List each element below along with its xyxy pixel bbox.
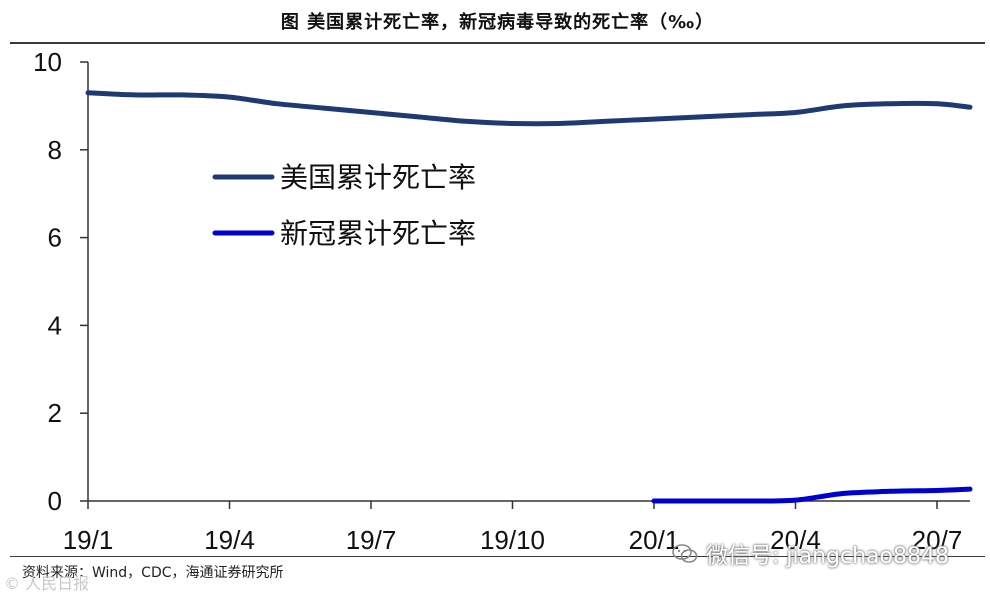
legend-label: 美国累计死亡率 xyxy=(280,161,476,194)
bottom-divider xyxy=(10,556,985,557)
y-tick-label: 8 xyxy=(48,135,62,165)
source-note: 资料来源：Wind，CDC，海通证券研究所 xyxy=(22,565,284,581)
wechat-icon xyxy=(672,544,698,563)
chart-title-bar: 图 美国累计死亡率，新冠病毒导致的死亡率（‰） xyxy=(10,0,985,44)
x-tick-label: 19/7 xyxy=(346,525,397,555)
x-tick-label: 19/1 xyxy=(63,525,114,555)
chart-axes: 0 2 4 6 8 10 19/1 19/4 19/7 19/10 20/1 20/4 20/7 xyxy=(33,47,970,555)
y-tick-label: 2 xyxy=(48,398,62,428)
x-tick-label: 20/1 xyxy=(629,525,680,555)
corner-watermark: © 人民日报 xyxy=(4,574,90,593)
x-tick-label: 19/10 xyxy=(480,525,545,555)
y-tick-label: 0 xyxy=(48,486,62,516)
y-tick-label: 4 xyxy=(48,310,62,340)
x-tick-label: 20/7 xyxy=(912,525,963,555)
x-tick-label: 19/4 xyxy=(204,525,255,555)
series-line-2 xyxy=(651,486,973,504)
chart-title: 图 美国累计死亡率，新冠病毒导致的死亡率（‰） xyxy=(280,12,715,33)
legend-label: 新冠累计死亡率 xyxy=(280,217,476,250)
x-tick-label: 20/4 xyxy=(770,525,821,555)
chart-series xyxy=(85,90,973,504)
y-tick-label: 6 xyxy=(48,223,62,253)
watermark: 微信号: jiangchao8848 xyxy=(672,538,949,570)
y-tick-label: 10 xyxy=(33,47,62,77)
watermark-text: 微信号: jiangchao8848 xyxy=(706,544,949,569)
series-line-1 xyxy=(85,90,973,127)
